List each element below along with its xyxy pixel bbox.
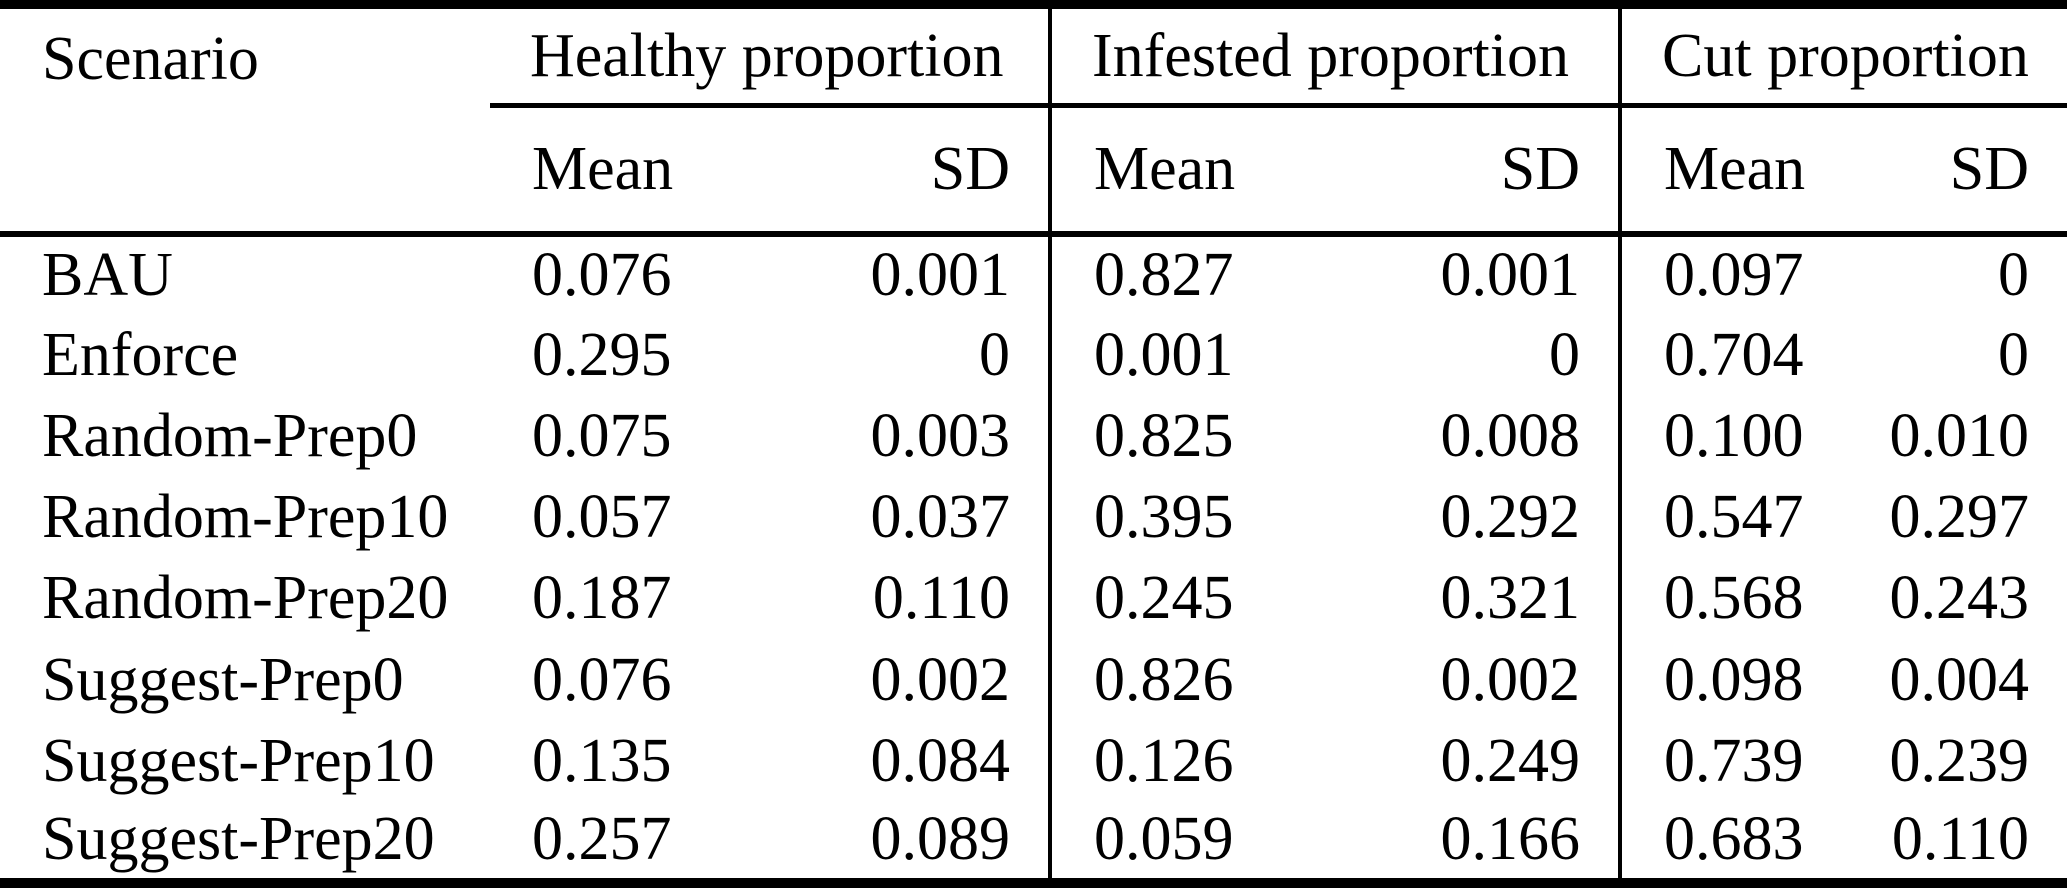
healthy-sd-cell: 0.003: [870, 402, 1011, 471]
infested-sd-cell: 0.166: [1440, 805, 1581, 874]
scenario-column-header: Scenario: [0, 4, 490, 237]
healthy-mean-column-header: Mean: [490, 105, 770, 237]
infested-sd-cell: 0: [1549, 320, 1581, 389]
infested-sd-cell: 0.002: [1440, 645, 1581, 714]
healthy-mean-cell: 0.076: [532, 645, 672, 714]
infested-mean-cell: 0.245: [1048, 558, 1336, 640]
scenario-cell: Suggest-Prep10: [42, 726, 435, 795]
cut-sd-cell: 0.243: [1889, 564, 2030, 633]
scenario-cell: Enforce: [42, 320, 239, 389]
cut-sd-cell: 0: [1998, 320, 2030, 389]
infested-mean-column-header: Mean: [1048, 105, 1336, 237]
infested-sd-cell: 0.292: [1440, 483, 1581, 552]
cut-mean-cell: 0.098: [1618, 639, 1846, 721]
cut-mean-cell: 0.568: [1618, 558, 1846, 640]
healthy-sd-cell: 0.089: [870, 805, 1011, 874]
scenario-cell: Random-Prep10: [42, 483, 449, 552]
healthy-mean-cell: 0.076: [532, 241, 672, 310]
table-row-random-prep0: Random-Prep0 0.075 0.003 0.825 0.008 0.1…: [0, 396, 2067, 478]
table-row-random-prep20: Random-Prep20 0.187 0.110 0.245 0.321 0.…: [0, 558, 2067, 640]
group-header-infested: Infested proportion: [1048, 4, 1621, 109]
cut-mean-cell: 0.683: [1618, 801, 1846, 883]
table-row-suggest-prep0: Suggest-Prep0 0.076 0.002 0.826 0.002 0.…: [0, 639, 2067, 721]
infested-sd-cell: 0.008: [1440, 402, 1581, 471]
healthy-sd-cell: 0.084: [870, 726, 1011, 795]
healthy-mean-cell: 0.257: [532, 805, 672, 874]
scenario-cell: Suggest-Prep20: [42, 805, 435, 874]
cut-sd-cell: 0.239: [1889, 726, 2030, 795]
scenario-cell: BAU: [42, 241, 173, 310]
scenario-cell: Random-Prep0: [42, 402, 418, 471]
infested-mean-cell: 0.395: [1048, 477, 1336, 559]
healthy-mean-cell: 0.187: [532, 564, 672, 633]
infested-sd-cell: 0.321: [1440, 564, 1581, 633]
table-row-enforce: Enforce 0.295 0 0.001 0 0.704 0: [0, 314, 2067, 397]
healthy-sd-cell: 0.037: [870, 483, 1011, 552]
healthy-mean-cell: 0.295: [532, 320, 672, 389]
infested-mean-cell: 0.001: [1048, 314, 1336, 397]
group-header-healthy: Healthy proportion: [490, 4, 1051, 109]
healthy-mean-cell: 0.135: [532, 726, 672, 795]
healthy-sd-column-header: SD: [770, 105, 1051, 237]
infested-sd-cell: 0.249: [1440, 726, 1581, 795]
cut-sd-cell: 0.110: [1891, 805, 2030, 874]
cut-sd-column-header: SD: [1845, 105, 2067, 237]
scenario-cell: Random-Prep20: [42, 564, 449, 633]
healthy-sd-cell: 0.110: [872, 564, 1011, 633]
infested-mean-cell: 0.059: [1048, 801, 1336, 883]
healthy-mean-cell: 0.075: [532, 402, 672, 471]
infested-sd-column-header: SD: [1335, 105, 1621, 237]
infested-mean-cell: 0.126: [1048, 720, 1336, 802]
cut-sd-cell: 0.010: [1889, 402, 2030, 471]
cut-sd-cell: 0.004: [1889, 645, 2030, 714]
cut-mean-cell: 0.547: [1618, 477, 1846, 559]
healthy-sd-cell: 0: [979, 320, 1011, 389]
cut-mean-column-header: Mean: [1618, 105, 1846, 237]
group-header-cut: Cut proportion: [1618, 4, 2067, 109]
infested-mean-cell: 0.827: [1048, 233, 1336, 315]
table-row-random-prep10: Random-Prep10 0.057 0.037 0.395 0.292 0.…: [0, 477, 2067, 559]
scenario-cell: Suggest-Prep0: [42, 645, 404, 714]
cut-sd-cell: 0: [1998, 241, 2030, 310]
infested-sd-cell: 0.001: [1440, 241, 1581, 310]
table-row-suggest-prep20: Suggest-Prep20 0.257 0.089 0.059 0.166 0…: [0, 801, 2067, 883]
table-row-suggest-prep10: Suggest-Prep10 0.135 0.084 0.126 0.249 0…: [0, 720, 2067, 802]
table-header-group-row: Scenario Healthy proportion Infested pro…: [0, 4, 2067, 237]
table-header-subhead-row: Mean SD Mean SD Mean SD: [0, 105, 2067, 237]
cut-sd-cell: 0.297: [1889, 483, 2030, 552]
cut-mean-cell: 0.100: [1618, 396, 1846, 478]
healthy-sd-cell: 0.001: [870, 241, 1011, 310]
healthy-mean-cell: 0.057: [532, 483, 672, 552]
cut-mean-cell: 0.739: [1618, 720, 1846, 802]
cut-mean-cell: 0.704: [1618, 314, 1846, 397]
healthy-sd-cell: 0.002: [870, 645, 1011, 714]
cut-mean-cell: 0.097: [1618, 233, 1846, 315]
table-row-bau: BAU 0.076 0.001 0.827 0.001 0.097 0: [0, 233, 2067, 315]
infested-mean-cell: 0.826: [1048, 639, 1336, 721]
infested-mean-cell: 0.825: [1048, 396, 1336, 478]
